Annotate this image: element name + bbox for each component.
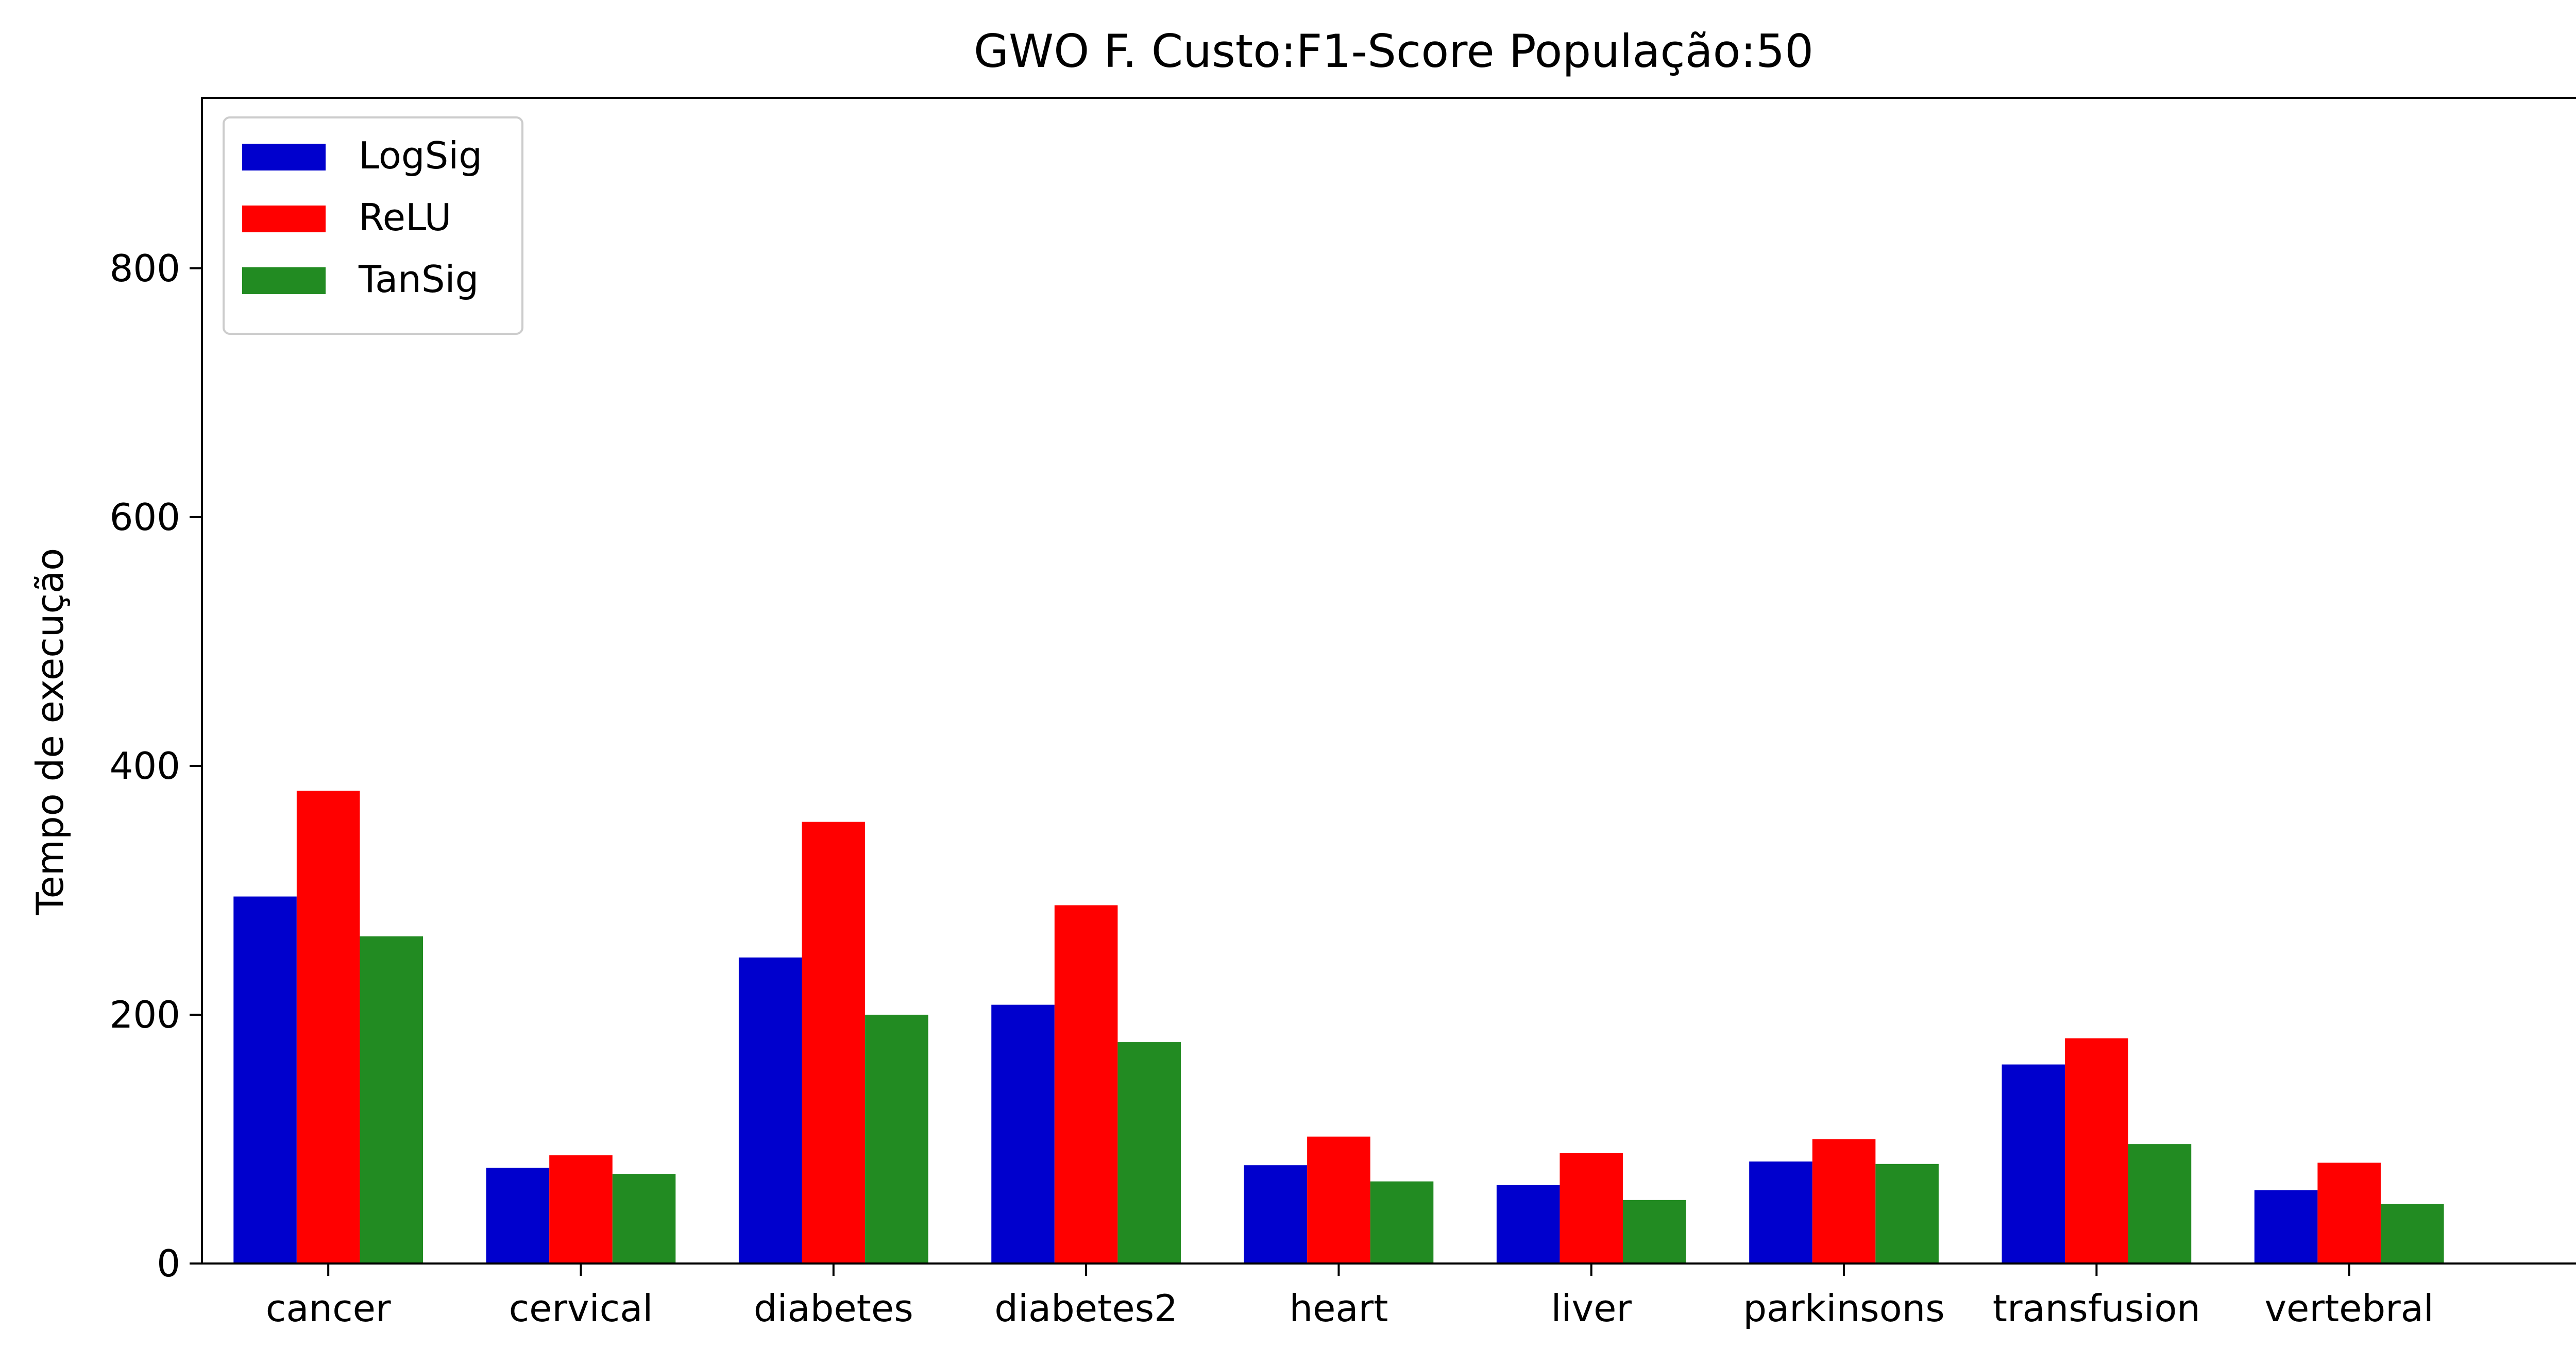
x-tick-label-heart: heart bbox=[1289, 1287, 1388, 1330]
bar-tansig-cancer bbox=[360, 936, 423, 1263]
bar-tansig-transfusion bbox=[2128, 1144, 2192, 1263]
bar-logsig-cancer bbox=[233, 896, 297, 1263]
legend-label-tansig: TanSig bbox=[358, 258, 479, 301]
bar-tansig-parkinsons bbox=[1875, 1164, 1939, 1263]
bar-logsig-parkinsons bbox=[1749, 1161, 1812, 1263]
bar-relu-vertebral bbox=[2317, 1163, 2381, 1263]
legend-swatch-tansig bbox=[242, 267, 326, 294]
bar-tansig-vertebral bbox=[2380, 1204, 2444, 1263]
bar-relu-cervical bbox=[549, 1155, 613, 1263]
x-tick-label-diabetes2: diabetes2 bbox=[994, 1287, 1178, 1330]
bar-logsig-transfusion bbox=[2002, 1064, 2065, 1263]
legend: LogSig ReLU TanSig bbox=[223, 116, 523, 335]
y-tick-label: 600 bbox=[110, 496, 180, 539]
bar-relu-parkinsons bbox=[1812, 1139, 1876, 1263]
y-tick-label: 0 bbox=[157, 1242, 180, 1285]
legend-swatch-logsig bbox=[242, 144, 326, 170]
bar-tansig-liver bbox=[1623, 1200, 1686, 1263]
bar-tansig-cervical bbox=[612, 1174, 676, 1263]
bar-logsig-diabetes2 bbox=[991, 1004, 1055, 1263]
chart-title: GWO F. Custo:F1-Score População:50 bbox=[974, 25, 1814, 78]
bar-logsig-cervical bbox=[486, 1168, 550, 1263]
x-tick-label-cancer: cancer bbox=[266, 1287, 391, 1330]
bar-relu-liver bbox=[1560, 1153, 1623, 1263]
bar-tansig-heart bbox=[1370, 1181, 1434, 1263]
legend-swatch-relu bbox=[242, 206, 326, 232]
y-tick-label: 400 bbox=[110, 744, 180, 788]
x-tick-label-diabetes: diabetes bbox=[754, 1287, 913, 1330]
bar-tansig-diabetes2 bbox=[1117, 1042, 1181, 1263]
bar-logsig-heart bbox=[1244, 1165, 1308, 1263]
bar-logsig-diabetes bbox=[738, 957, 802, 1263]
x-tick-label-cervical: cervical bbox=[509, 1287, 653, 1330]
legend-label-logsig: LogSig bbox=[359, 134, 482, 177]
x-axis-ticks: cancer cervical diabetes diabetes2 heart live… bbox=[266, 1263, 2434, 1330]
x-tick-label-transfusion: transfusion bbox=[1993, 1287, 2200, 1330]
bar-logsig-liver bbox=[1496, 1185, 1560, 1263]
bar-tansig-diabetes bbox=[865, 1014, 928, 1263]
bar-relu-diabetes2 bbox=[1054, 905, 1118, 1263]
x-tick-label-liver: liver bbox=[1551, 1287, 1632, 1330]
bars-group bbox=[233, 791, 2444, 1263]
plot-area-frame bbox=[201, 97, 2576, 1265]
y-axis-ticks: 0 200 400 600 800 bbox=[110, 247, 202, 1285]
bar-relu-transfusion bbox=[2065, 1038, 2128, 1263]
y-tick-label: 200 bbox=[110, 993, 180, 1036]
y-tick-label: 800 bbox=[110, 247, 180, 290]
x-tick-label-parkinsons: parkinsons bbox=[1743, 1287, 1944, 1330]
x-tick-label-vertebral: vertebral bbox=[2264, 1287, 2433, 1330]
bar-relu-cancer bbox=[296, 791, 360, 1263]
legend-label-relu: ReLU bbox=[359, 196, 451, 239]
bar-logsig-vertebral bbox=[2254, 1190, 2318, 1263]
y-axis-label: Tempo de execução bbox=[28, 548, 72, 915]
bar-relu-heart bbox=[1307, 1136, 1370, 1263]
bar-relu-diabetes bbox=[802, 822, 866, 1263]
